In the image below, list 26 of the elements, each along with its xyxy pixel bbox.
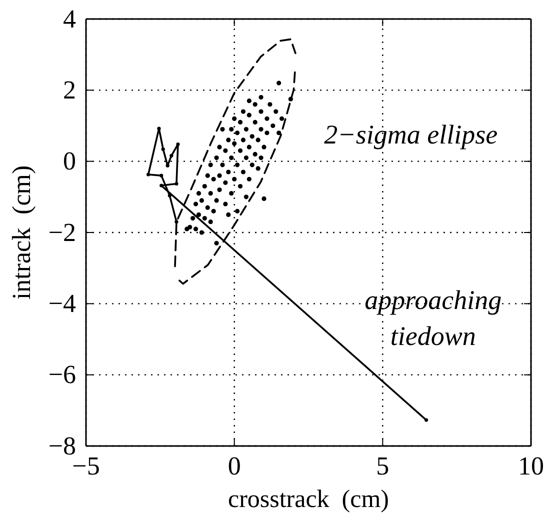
x-tick-label: 10 xyxy=(518,451,544,480)
point xyxy=(424,418,428,422)
point xyxy=(160,184,164,188)
annotation: approaching tiedown xyxy=(364,284,502,351)
point xyxy=(160,174,164,178)
point xyxy=(168,194,172,198)
x-tick-label: 0 xyxy=(228,451,241,480)
annotation: 2−sigma ellipse xyxy=(324,119,498,150)
y-tick-label: 2 xyxy=(63,75,76,104)
y-tick-label: −2 xyxy=(48,218,76,247)
y-tick-label: 0 xyxy=(63,146,76,176)
point xyxy=(161,147,165,152)
y-tick-label: −4 xyxy=(48,288,76,318)
point xyxy=(146,172,150,176)
x-tick-label: 5 xyxy=(376,451,390,480)
point xyxy=(166,164,170,168)
y-tick-label: −6 xyxy=(48,360,76,390)
point xyxy=(176,142,180,146)
y-tick-label: 4 xyxy=(63,4,76,34)
point xyxy=(174,220,178,224)
point xyxy=(170,154,174,158)
y-axis-title: intrack (cm) xyxy=(7,165,36,300)
point xyxy=(174,182,178,186)
point xyxy=(157,126,161,130)
y-tick-label: −8 xyxy=(48,431,76,460)
x-axis-title: crosstrack (cm) xyxy=(228,486,390,513)
